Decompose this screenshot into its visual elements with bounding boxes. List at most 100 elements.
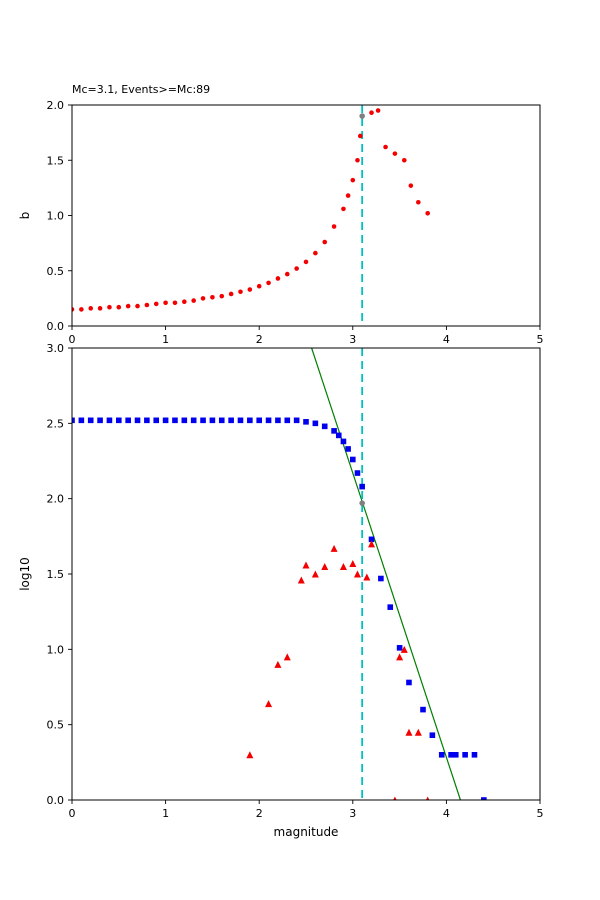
cumulative-count-squares-marker — [116, 417, 122, 424]
cumulative-count-squares-marker — [228, 417, 234, 424]
b-value-dots-marker — [375, 108, 381, 113]
x-tick-label: 3 — [349, 333, 356, 346]
mc-cumulative-point-marker — [359, 500, 365, 506]
axes-frame — [71, 347, 541, 801]
cumulative-count-squares-marker — [172, 417, 178, 424]
b-value-dots-marker — [345, 193, 351, 198]
y-axis: 0.0 0.5 1.0 1.5 2.0 — [47, 99, 72, 333]
x-axis-label: magnitude — [274, 825, 339, 839]
cumulative-count-squares-marker — [200, 417, 206, 424]
plot-area — [71, 347, 487, 801]
noncumulative-count-triangles-marker — [368, 540, 376, 548]
cumulative-count-squares-marker — [335, 432, 342, 439]
plot-area — [71, 105, 430, 326]
b-value-dots-marker — [182, 299, 187, 304]
cumulative-count-squares-marker — [387, 604, 394, 610]
y-tick-label: 0.5 — [47, 265, 65, 278]
b-value-dots-marker — [425, 210, 430, 216]
noncumulative-count-triangles-marker — [414, 728, 422, 736]
b-value-dots-marker — [357, 133, 363, 139]
cumulative-count-squares-marker — [396, 645, 403, 651]
cumulative-count-squares-marker — [471, 752, 478, 758]
cumulative-count-squares-marker — [125, 417, 131, 424]
cumulative-count-squares-marker — [420, 706, 426, 713]
cumulative-count-squares-marker — [303, 419, 309, 425]
b-value-dots-marker — [219, 293, 225, 299]
cumulative-count-squares-marker — [312, 420, 319, 427]
noncumulative-count-triangles-marker — [405, 728, 413, 736]
cumulative-count-squares-marker — [87, 417, 94, 424]
chart-title: Mc=3.1, Events>=Mc:89 — [72, 83, 210, 96]
cumulative-count-squares-marker — [452, 752, 459, 758]
b-value-dots-marker — [331, 224, 337, 229]
cumulative-count-squares-series — [71, 417, 487, 801]
b-value-dots-marker — [369, 110, 374, 116]
cumulative-count-squares-marker — [448, 752, 454, 758]
b-value-dots-marker — [135, 303, 140, 309]
y-axis-label: log10 — [18, 557, 32, 591]
cumulative-count-squares-marker — [153, 417, 160, 424]
b-value-dots-series — [71, 108, 430, 312]
cumulative-count-squares-marker — [354, 470, 361, 476]
noncumulative-count-triangles-marker — [302, 561, 310, 569]
y-tick-label: 0.0 — [47, 794, 65, 807]
y-tick-label: 0.5 — [47, 719, 65, 732]
cumulative-count-squares-marker — [275, 417, 281, 424]
noncumulative-count-triangles-marker — [246, 751, 254, 759]
b-value-dots-marker — [228, 291, 234, 297]
cumulative-count-squares-marker — [406, 679, 412, 686]
y-tick-label: 1.5 — [47, 568, 65, 581]
b-value-dots-marker — [125, 303, 131, 309]
mc-cumulative-point-series — [359, 500, 365, 506]
cumulative-count-squares-marker — [481, 797, 487, 801]
cumulative-count-squares-marker — [429, 732, 436, 739]
b-value-dots-marker — [350, 177, 356, 183]
b-value-dots-marker — [88, 306, 94, 311]
noncumulative-count-triangles-marker — [311, 570, 319, 578]
b-value-dots-marker — [392, 151, 398, 156]
y-axis: 0.0 0.5 1.0 1.5 2.0 2.5 3.0 — [47, 342, 72, 807]
b-value-dots-marker — [144, 302, 150, 308]
b-value-dots-marker — [355, 157, 360, 163]
x-tick-label: 0 — [69, 807, 76, 820]
cumulative-count-squares-marker — [359, 483, 365, 490]
b-value-dots-marker — [79, 307, 84, 312]
b-value-dots-marker — [97, 306, 103, 311]
noncumulative-count-triangles-marker — [400, 645, 408, 653]
b-value-dots-marker — [107, 304, 112, 310]
x-tick-label: 4 — [443, 807, 450, 820]
x-tick-label: 0 — [69, 333, 76, 346]
noncumulative-count-triangles-marker — [396, 653, 404, 661]
noncumulative-count-triangles-marker — [330, 544, 338, 552]
b-value-dots-marker — [247, 287, 253, 292]
subplot-frequency-magnitude: 0 1 2 3 4 5 0.0 0.5 1.0 1.5 2.0 2.5 3.0 magnitude log1… — [18, 342, 544, 839]
cumulative-count-squares-marker — [237, 417, 244, 424]
subplot-bvalue: 0 1 2 3 4 5 0.0 0.5 1.0 1.5 2.0 Mc=3.1, Events>=Mc:… — [18, 83, 544, 346]
b-value-dots-marker — [383, 144, 388, 150]
x-tick-label: 5 — [537, 807, 544, 820]
x-tick-label: 5 — [537, 333, 544, 346]
b-value-dots-marker — [116, 304, 122, 310]
y-tick-label: 2.0 — [47, 493, 65, 506]
b-value-dots-marker — [416, 199, 421, 205]
cumulative-count-squares-marker — [134, 417, 141, 424]
y-tick-label: 1.0 — [47, 210, 65, 223]
cumulative-count-squares-marker — [162, 417, 169, 424]
cumulative-count-squares-marker — [368, 536, 375, 543]
mc-b-point-series — [359, 113, 365, 119]
cumulative-count-squares-marker — [106, 417, 113, 424]
noncumulative-count-triangles-marker — [339, 562, 347, 570]
x-axis: 0 1 2 3 4 5 — [69, 800, 544, 820]
cumulative-count-squares-marker — [78, 417, 85, 424]
b-value-dots-marker — [172, 300, 178, 306]
cumulative-count-squares-marker — [345, 446, 351, 452]
mc-b-point-marker — [359, 113, 365, 119]
cumulative-count-squares-marker — [181, 417, 188, 424]
b-value-dots-marker — [210, 294, 215, 300]
cumulative-count-squares-marker — [284, 417, 291, 424]
b-value-dots-marker — [322, 239, 328, 245]
axes-frame — [71, 104, 541, 327]
noncumulative-count-triangles-marker — [353, 570, 361, 578]
cumulative-count-squares-marker — [97, 417, 103, 424]
